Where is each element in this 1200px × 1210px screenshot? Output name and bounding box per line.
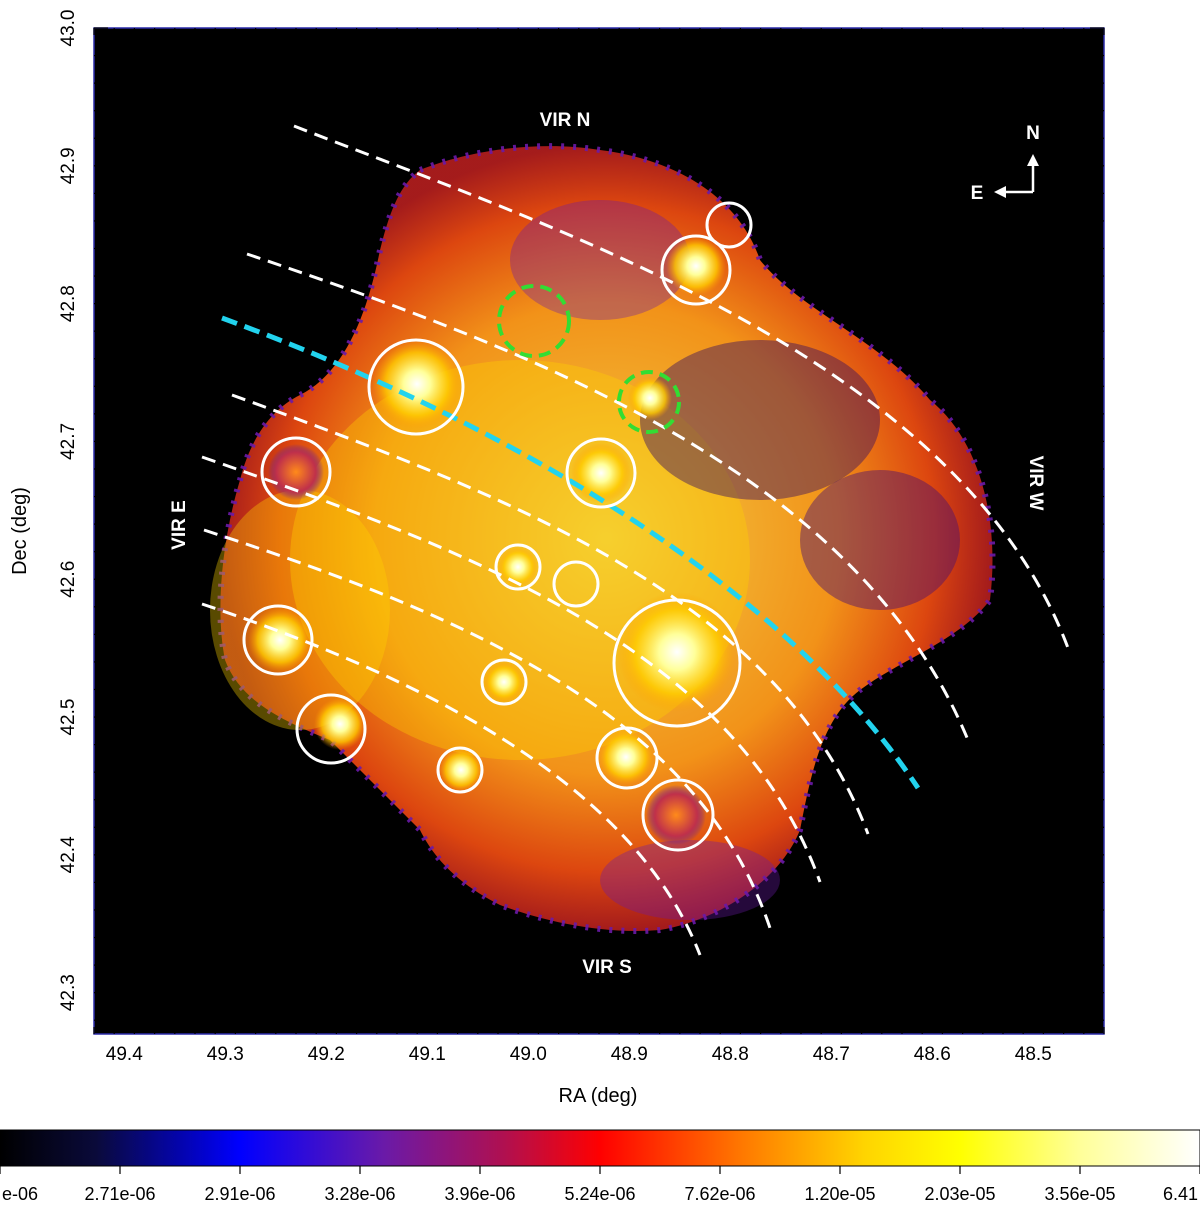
source-circle — [552, 560, 600, 608]
y-tick-label: 42.4 — [58, 836, 79, 873]
source-circle — [612, 598, 742, 728]
axis-ticks — [93, 27, 1105, 1034]
source-circle — [295, 693, 367, 765]
region-label-vir-e: VIR E — [169, 500, 190, 550]
source-circle — [242, 604, 314, 676]
background-region-circle — [497, 284, 571, 358]
compass — [994, 154, 1039, 198]
y-axis-tick-labels: 42.3 42.4 42.5 42.6 42.7 42.8 42.9 43.0 — [58, 10, 79, 1012]
colorbar-label: 2.71e-06 — [84, 1184, 155, 1204]
source-circle — [595, 726, 659, 790]
source-circle — [480, 658, 528, 706]
x-axis-title: RA (deg) — [559, 1085, 638, 1107]
y-tick-label: 43.0 — [58, 10, 79, 47]
source-circle — [436, 746, 484, 794]
sector-line — [201, 455, 822, 883]
compass-north-label: N — [1026, 123, 1040, 144]
colorbar-label: 7.62e-06 — [684, 1184, 755, 1204]
x-tick-label: 49.1 — [409, 1044, 446, 1065]
source-circle — [641, 778, 715, 852]
source-circle — [660, 234, 732, 306]
y-tick-label: 42.3 — [58, 974, 79, 1011]
x-tick-label: 48.6 — [914, 1044, 951, 1065]
x-tick-label: 48.5 — [1015, 1044, 1052, 1065]
x-tick-label: 48.9 — [611, 1044, 648, 1065]
colorbar-label: 5.24e-06 — [564, 1184, 635, 1204]
sector-line — [201, 602, 702, 956]
region-label-vir-s: VIR S — [582, 957, 632, 978]
x-tick-label: 49.3 — [207, 1044, 244, 1065]
background-region-circle — [617, 370, 681, 434]
colorbar-label: 3.56e-05 — [1044, 1184, 1115, 1204]
colorbar-label: 2.91e-06 — [204, 1184, 275, 1204]
colorbar-labels: e-06 2.71e-06 2.91e-06 3.28e-06 3.96e-06 5.24… — [2, 1184, 1198, 1204]
colorbar-label: 1.20e-05 — [804, 1184, 875, 1204]
source-circle — [565, 437, 637, 509]
sector-line — [293, 124, 1070, 649]
colorbar-label: 2.03e-05 — [924, 1184, 995, 1204]
y-tick-label: 42.8 — [58, 285, 79, 322]
x-tick-label: 49.0 — [510, 1044, 547, 1065]
x-axis-tick-labels: 49.4 49.3 49.2 49.1 49.0 48.9 48.8 48.7 48.6 48.5 — [106, 1044, 1052, 1065]
y-tick-label: 42.9 — [58, 147, 79, 184]
colorbar-ticks — [0, 1166, 1200, 1174]
y-tick-label: 42.7 — [58, 423, 79, 460]
x-ray-emission — [210, 143, 996, 934]
x-tick-label: 48.7 — [813, 1044, 850, 1065]
colorbar-label: 6.41 — [1163, 1184, 1198, 1204]
sector-line — [246, 252, 970, 741]
region-label-vir-n: VIR N — [540, 110, 591, 131]
colorbar-label: 3.28e-06 — [324, 1184, 395, 1204]
sector-line — [231, 393, 870, 835]
source-circle — [367, 338, 465, 436]
sector-line — [203, 528, 772, 929]
region-label-vir-w: VIR W — [1025, 456, 1046, 511]
colorbar — [0, 1129, 1200, 1167]
excluded-sources — [242, 201, 753, 852]
background-regions — [497, 284, 681, 434]
sector-boundaries — [201, 124, 1070, 956]
colorbar-label: e-06 — [2, 1184, 38, 1204]
compass-east-label: E — [971, 183, 984, 204]
colorbar-label: 3.96e-06 — [444, 1184, 515, 1204]
source-circle — [494, 543, 542, 591]
source-circle — [260, 436, 332, 508]
y-tick-label: 42.5 — [58, 699, 79, 736]
x-tick-label: 49.4 — [106, 1044, 143, 1065]
x-tick-label: 48.8 — [712, 1044, 749, 1065]
y-tick-label: 42.6 — [58, 561, 79, 598]
y-axis-title: Dec (deg) — [9, 487, 31, 575]
source-circle — [705, 201, 753, 249]
shock-front-line — [221, 315, 921, 790]
x-tick-label: 49.2 — [308, 1044, 345, 1065]
